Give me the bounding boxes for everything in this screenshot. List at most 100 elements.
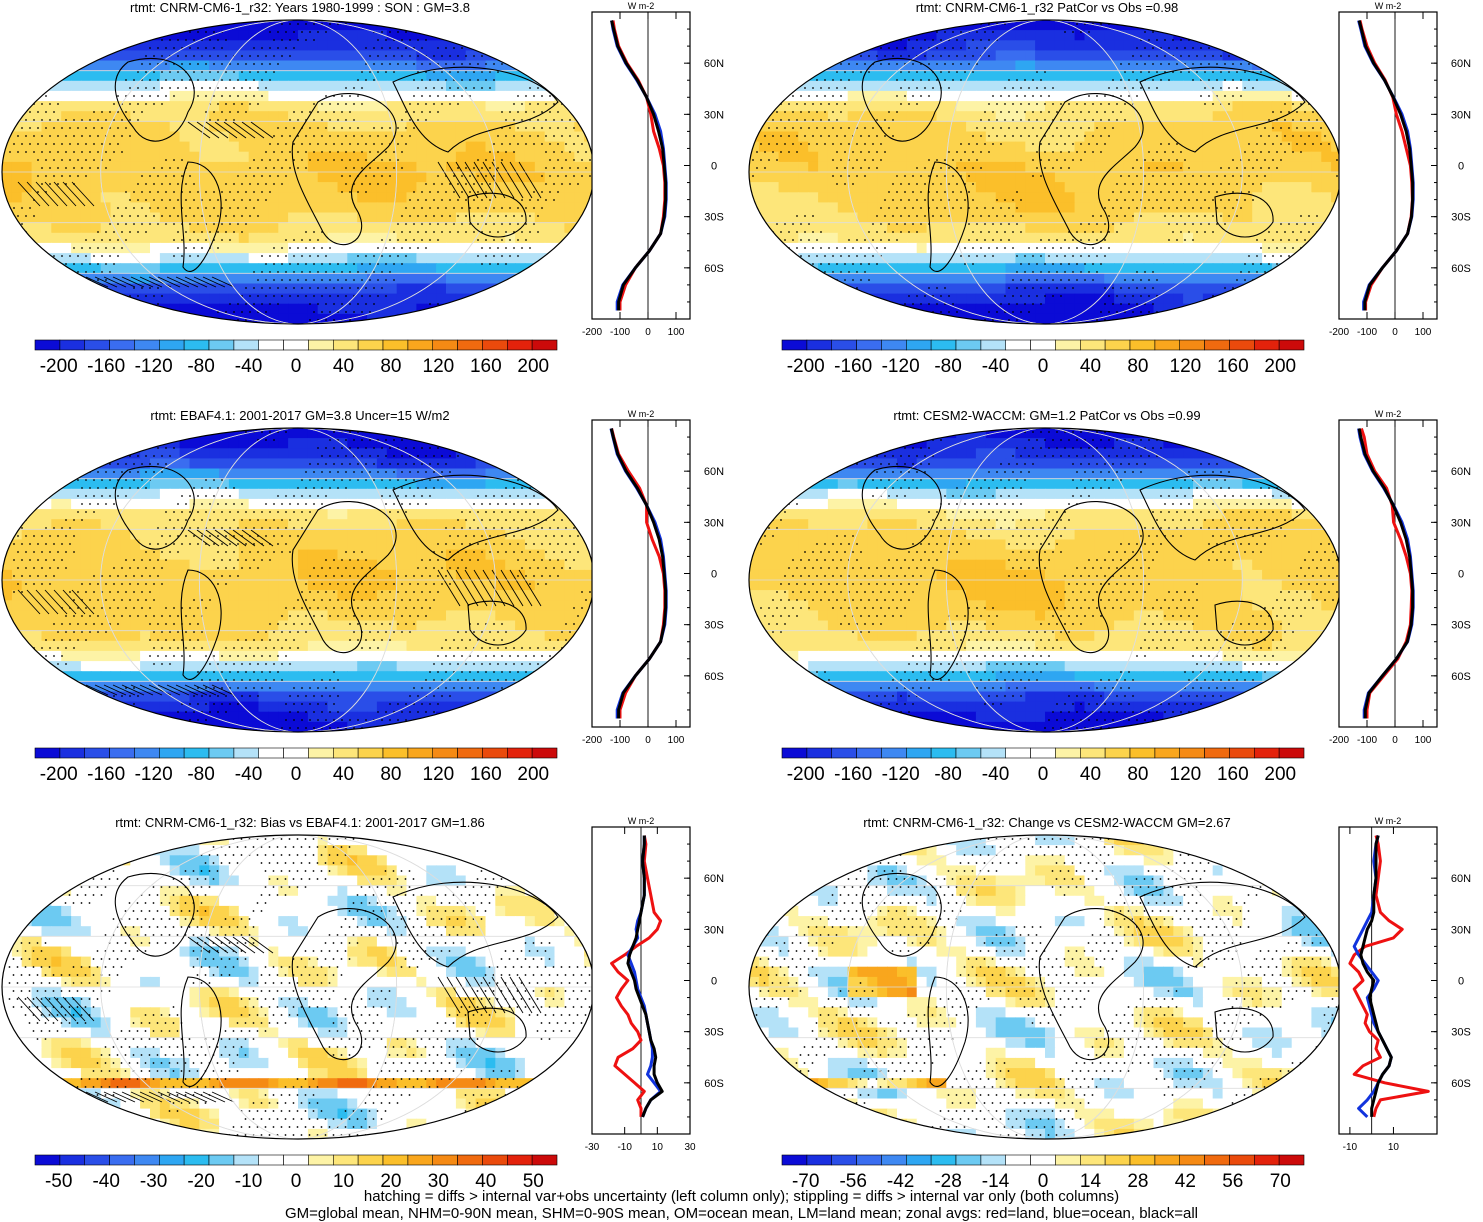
colorbar-swatch: [458, 340, 483, 350]
colorbar-swatch: [1205, 340, 1230, 350]
colorbar-tick-label: -40: [982, 764, 1009, 785]
footer-line-1: hatching = diffs > internal var+obs unce…: [0, 1188, 1483, 1205]
colorbar-swatch: [1205, 1155, 1230, 1165]
colorbar-swatch: [956, 340, 981, 350]
colorbar-swatch: [1130, 340, 1155, 350]
units-label: W m-2: [1375, 1, 1402, 11]
colorbar-tick-label: 200: [517, 356, 549, 377]
colorbar-swatch: [857, 748, 882, 758]
colorbar-swatch: [1055, 340, 1080, 350]
map: [749, 20, 1342, 325]
colorbar-swatch: [209, 748, 234, 758]
zonal-frame: [1339, 12, 1437, 319]
colorbar-swatch: [1155, 340, 1180, 350]
colorbar-swatch: [184, 1155, 209, 1165]
lat-tick-label: 60N: [704, 466, 724, 478]
panel-6: rtmt: CNRM-CM6-1_r32: Change vs CESM2-WA…: [749, 815, 1471, 1192]
units-label: W m-2: [628, 1, 655, 11]
lat-tick-label: 30N: [1451, 924, 1471, 936]
x-tick-label: -200: [582, 327, 602, 338]
colorbar-swatch: [333, 748, 358, 758]
lat-tick-label: 60S: [1451, 1078, 1471, 1090]
colorbar-swatch: [981, 340, 1006, 350]
colorbar-swatch: [857, 1155, 882, 1165]
colorbar-swatch: [85, 748, 110, 758]
colorbar-swatch: [956, 1155, 981, 1165]
lat-tick-label: 30N: [1451, 517, 1471, 529]
colorbar-swatch: [85, 1155, 110, 1165]
lat-tick-label: 0: [711, 161, 717, 173]
colorbar-swatch: [60, 748, 85, 758]
colorbar-swatch: [134, 340, 159, 350]
colorbar-swatch: [1055, 1155, 1080, 1165]
colorbar-swatch: [308, 1155, 333, 1165]
colorbar-swatch: [807, 340, 832, 350]
colorbar-tick-label: 40: [1080, 764, 1101, 785]
colorbar-swatch: [1130, 748, 1155, 758]
colorbar-swatch: [832, 1155, 857, 1165]
x-tick-label: -200: [582, 735, 602, 746]
colorbar-tick-label: 120: [423, 764, 455, 785]
colorbar-tick-label: 0: [291, 356, 302, 377]
colorbar-swatch: [234, 748, 259, 758]
colorbar-swatch: [807, 1155, 832, 1165]
colorbar-swatch: [1155, 1155, 1180, 1165]
lat-tick-label: 60S: [704, 1078, 724, 1090]
panel-5: rtmt: CNRM-CM6-1_r32: Bias vs EBAF4.1: 2…: [2, 815, 724, 1192]
colorbar-swatch: [134, 748, 159, 758]
units-label: W m-2: [628, 409, 655, 419]
panel-title: rtmt: EBAF4.1: 2001-2017 GM=3.8 Uncer=15…: [150, 408, 449, 423]
colorbar-tick-label: -200: [40, 356, 78, 377]
x-tick-label: -10: [1343, 1142, 1358, 1153]
colorbar-swatch: [134, 1155, 159, 1165]
colorbar-swatch: [110, 748, 135, 758]
colorbar-tick-label: 160: [470, 356, 502, 377]
lat-tick-label: 30S: [704, 212, 724, 224]
colorbar-tick-label: 0: [1038, 764, 1049, 785]
colorbar-tick-label: -80: [934, 356, 961, 377]
colorbar-swatch: [981, 748, 1006, 758]
colorbar-swatch: [1031, 748, 1056, 758]
colorbar-swatch: [85, 340, 110, 350]
panel-3: rtmt: EBAF4.1: 2001-2017 GM=3.8 Uncer=15…: [2, 408, 724, 785]
colorbar-swatch: [1130, 1155, 1155, 1165]
lat-tick-label: 30S: [1451, 1027, 1471, 1039]
colorbar-tick-label: -200: [40, 764, 78, 785]
colorbar-tick-label: -80: [187, 356, 214, 377]
colorbar-swatch: [906, 748, 931, 758]
colorbar-swatch: [881, 1155, 906, 1165]
colorbar-swatch: [507, 340, 532, 350]
x-tick-label: 100: [1415, 735, 1432, 746]
x-tick-label: 10: [1388, 1142, 1400, 1153]
colorbar-swatch: [1180, 748, 1205, 758]
colorbar-tick-label: -160: [87, 356, 125, 377]
x-tick-label: 0: [645, 735, 651, 746]
colorbar-swatch: [931, 1155, 956, 1165]
colorbar-tick-label: 40: [333, 764, 354, 785]
colorbar-swatch: [857, 340, 882, 350]
colorbar-swatch: [906, 340, 931, 350]
panel-2: rtmt: CNRM-CM6-1_r32 PatCor vs Obs =0.98…: [749, 0, 1471, 377]
units-label: W m-2: [1375, 816, 1402, 826]
lat-tick-label: 30S: [1451, 212, 1471, 224]
colorbar-tick-label: -200: [787, 356, 825, 377]
colorbar-swatch: [832, 340, 857, 350]
x-tick-label: -100: [1357, 735, 1377, 746]
colorbar-tick-label: -80: [934, 764, 961, 785]
zonal-frame: [592, 12, 690, 319]
colorbar-swatch: [507, 748, 532, 758]
colorbar-swatch: [1205, 748, 1230, 758]
lat-tick-label: 30S: [1451, 620, 1471, 632]
colorbar-swatch: [1155, 748, 1180, 758]
map: [749, 428, 1342, 733]
colorbar-swatch: [159, 748, 184, 758]
colorbar-swatch: [1105, 1155, 1130, 1165]
colorbar-swatch: [1105, 340, 1130, 350]
colorbar-swatch: [408, 748, 433, 758]
colorbar-swatch: [832, 748, 857, 758]
panel-title: rtmt: CNRM-CM6-1_r32: Bias vs EBAF4.1: 2…: [115, 815, 485, 830]
